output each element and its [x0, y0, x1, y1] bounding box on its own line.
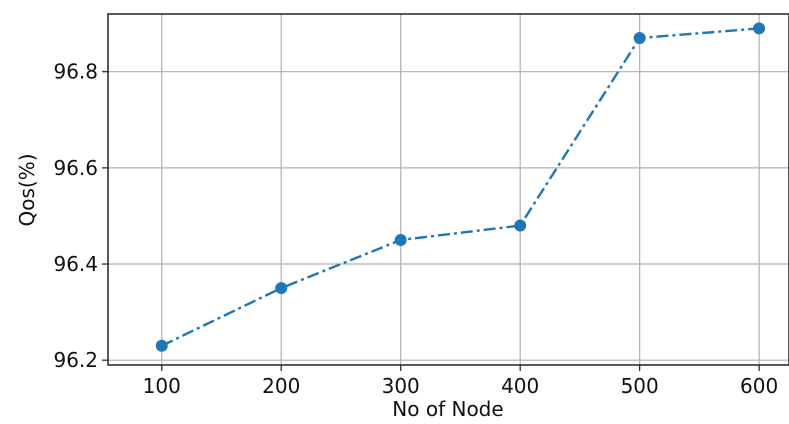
data-point	[633, 32, 646, 45]
series-line	[161, 27, 760, 347]
x-tick-label: 300	[382, 374, 420, 398]
plot-area-frame	[107, 13, 789, 366]
data-point	[514, 219, 527, 232]
y-axis-ticks: 96.2 96.4 96.6 96.8	[53, 60, 108, 372]
data-point	[155, 339, 168, 352]
data-point	[275, 282, 288, 295]
data-point	[753, 22, 766, 35]
y-tick-label: 96.6	[53, 156, 98, 180]
x-axis-ticks: 100 200 300 400 500 600	[143, 365, 778, 398]
y-axis-label: Qos(%)	[15, 153, 39, 226]
x-tick-label: 400	[501, 374, 539, 398]
x-tick-label: 600	[740, 374, 778, 398]
x-tick-label: 200	[262, 374, 300, 398]
data-point	[394, 233, 407, 246]
series-layer	[155, 22, 766, 352]
y-tick-label: 96.4	[53, 252, 98, 276]
x-tick-label: 500	[621, 374, 659, 398]
y-tick-label: 96.8	[53, 60, 98, 84]
grid	[108, 14, 789, 365]
y-tick-label: 96.2	[53, 348, 98, 372]
x-axis-label: No of Node	[392, 397, 503, 420]
x-tick-label: 100	[143, 374, 181, 398]
